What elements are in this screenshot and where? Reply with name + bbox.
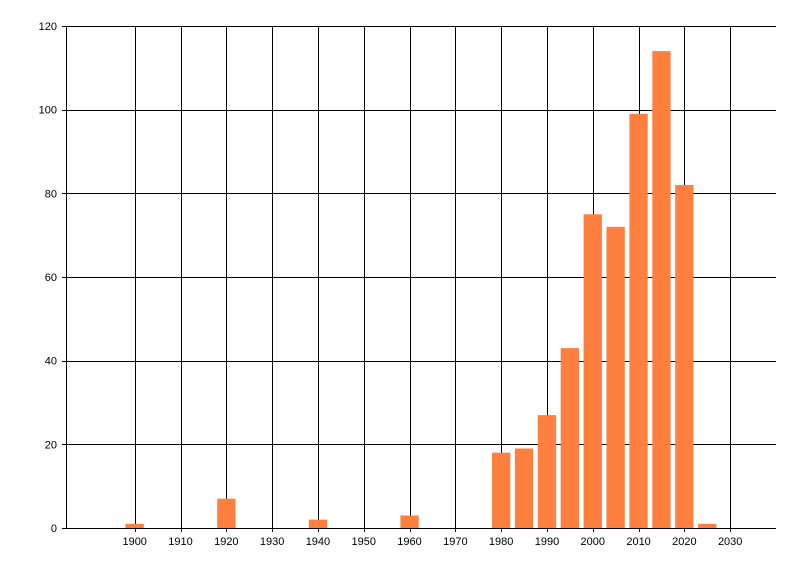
bar-2020 bbox=[675, 185, 694, 528]
axes bbox=[66, 26, 776, 529]
x-tick-label-2000: 2000 bbox=[581, 536, 605, 548]
bar-1980 bbox=[492, 452, 511, 528]
bar-2005 bbox=[606, 226, 625, 529]
bar-1940 bbox=[308, 519, 328, 528]
bar-2000 bbox=[583, 214, 602, 529]
y-tick-label-80: 80 bbox=[45, 188, 57, 200]
x-tick-label-1980: 1980 bbox=[489, 536, 513, 548]
y-tick-label-40: 40 bbox=[45, 356, 57, 368]
x-tick-label-2030: 2030 bbox=[718, 536, 742, 548]
bar-1990 bbox=[537, 415, 557, 528]
bar-1960 bbox=[400, 515, 419, 528]
x-tick-label-1960: 1960 bbox=[397, 536, 421, 548]
tick-labels: 1900 1910 1920 1930 1940 1950 1960 1970 1980 1990… bbox=[39, 21, 743, 548]
x-tick-label-1930: 1930 bbox=[260, 536, 284, 548]
bar-1900 bbox=[125, 523, 144, 528]
y-tick-label-100: 100 bbox=[39, 105, 57, 117]
y-tick-label-60: 60 bbox=[45, 272, 57, 284]
bar-1985 bbox=[514, 448, 534, 528]
y-tick-label-120: 120 bbox=[39, 21, 57, 33]
x-tick-label-2010: 2010 bbox=[626, 536, 650, 548]
y-tick-label-20: 20 bbox=[45, 439, 57, 451]
bar-2010 bbox=[629, 113, 648, 529]
x-tick-label-1940: 1940 bbox=[306, 536, 330, 548]
x-tick-label-1920: 1920 bbox=[214, 536, 238, 548]
x-tick-label-1910: 1910 bbox=[168, 536, 192, 548]
bar-1920 bbox=[217, 498, 236, 528]
x-tick-label-1950: 1950 bbox=[351, 536, 375, 548]
x-tick-label-2020: 2020 bbox=[672, 536, 696, 548]
x-tick-label-1990: 1990 bbox=[535, 536, 559, 548]
bar-2015 bbox=[652, 51, 671, 528]
x-tick-label-1970: 1970 bbox=[443, 536, 467, 548]
y-tick-label-0: 0 bbox=[51, 523, 57, 535]
x-tick-label-1900: 1900 bbox=[122, 536, 146, 548]
bar-1995 bbox=[560, 348, 579, 528]
bars bbox=[125, 51, 717, 529]
bar-2025 bbox=[698, 523, 717, 528]
